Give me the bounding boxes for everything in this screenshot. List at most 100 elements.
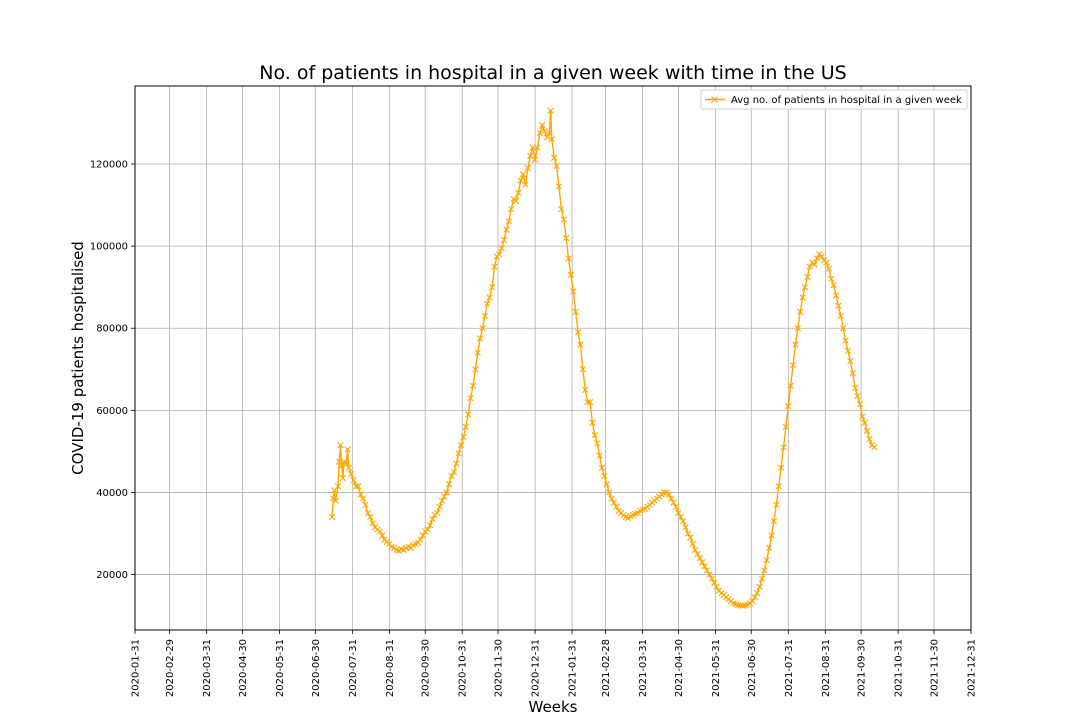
data-point-marker	[570, 288, 577, 295]
x-tick-label: 2021-10-31	[894, 639, 905, 697]
data-point-marker	[792, 341, 799, 348]
data-point-marker	[496, 251, 503, 258]
data-point-marker	[460, 433, 467, 441]
data-point-marker	[677, 513, 684, 521]
x-tick-label: 2021-11-30	[929, 639, 940, 697]
data-point-marker	[708, 575, 716, 582]
data-point-marker	[359, 495, 367, 502]
data-point-marker	[347, 470, 355, 478]
data-point-marker	[508, 205, 515, 213]
x-tick-label: 2020-03-31	[202, 639, 213, 697]
data-point-marker	[424, 526, 431, 533]
x-tick-label: 2020-05-31	[275, 639, 286, 697]
data-point-marker	[503, 226, 510, 233]
data-point-marker	[577, 341, 584, 348]
data-point-marker	[701, 563, 708, 570]
data-point-marker	[438, 497, 446, 504]
data-point-marker	[519, 171, 527, 178]
data-point-marker	[660, 489, 668, 496]
data-point-marker	[357, 491, 364, 498]
data-point-marker	[787, 382, 794, 389]
data-point-marker	[861, 419, 868, 426]
data-point-marker	[840, 325, 847, 332]
data-point-marker	[832, 292, 840, 299]
data-point-marker	[336, 458, 343, 465]
data-point-marker	[586, 398, 594, 406]
y-axis-ticks: 20000 40000 60000 80000 100000 120000	[90, 160, 135, 581]
y-tick-label: 100000	[90, 242, 128, 253]
data-point-marker	[773, 501, 780, 508]
data-point-marker	[842, 337, 849, 344]
data-point-marker	[362, 501, 369, 508]
data-point-marker	[332, 497, 339, 504]
data-point-marker	[696, 554, 704, 562]
data-point-marker	[445, 481, 453, 488]
data-point-marker	[835, 302, 842, 309]
data-point-marker	[596, 452, 603, 459]
data-point-marker	[337, 442, 344, 449]
y-tick-label: 40000	[96, 488, 128, 499]
x-tick-label: 2020-01-31	[131, 639, 142, 697]
data-point-marker	[818, 253, 825, 260]
data-point-marker	[474, 349, 481, 357]
x-tick-label: 2021-06-30	[747, 639, 758, 697]
data-point-marker	[551, 154, 558, 162]
data-point-marker	[682, 524, 689, 531]
data-point-marker	[529, 144, 536, 151]
data-point-marker	[565, 255, 572, 262]
data-point-marker	[367, 513, 374, 521]
data-point-marker	[789, 361, 797, 369]
data-point-marker	[450, 468, 458, 476]
data-point-marker	[376, 528, 384, 535]
data-point-marker	[547, 107, 554, 114]
legend-label: Avg no. of patients in hospital in a giv…	[731, 95, 962, 106]
x-axis-label: Weeks	[529, 698, 578, 716]
y-tick-label: 80000	[96, 324, 128, 335]
data-point-marker	[328, 513, 336, 521]
data-point-marker	[854, 392, 861, 400]
chart-title: No. of patients in hospital in a given w…	[259, 62, 846, 84]
data-point-marker	[844, 347, 852, 355]
data-point-marker	[582, 386, 589, 394]
data-point-marker	[761, 567, 768, 574]
data-point-marker	[825, 265, 833, 272]
data-point-marker	[350, 476, 357, 484]
x-tick-label: 2021-04-30	[674, 639, 685, 697]
data-point-marker	[476, 335, 484, 342]
x-tick-label: 2020-04-30	[238, 639, 249, 697]
data-point-marker	[567, 271, 575, 279]
data-point-marker	[863, 427, 871, 435]
x-tick-label: 2021-01-31	[568, 639, 579, 697]
data-point-marker	[338, 462, 345, 469]
data-point-marker	[775, 483, 782, 490]
data-point-marker	[524, 164, 532, 172]
data-point-marker	[562, 234, 570, 242]
data-point-marker	[777, 464, 785, 472]
data-point-marker	[801, 283, 809, 291]
legend-box	[700, 89, 968, 110]
data-point-marker	[703, 567, 711, 574]
data-point-marker	[749, 598, 756, 605]
data-point-marker	[754, 589, 761, 597]
data-point-marker	[706, 571, 713, 578]
data-point-marker	[699, 559, 706, 566]
data-point-marker	[804, 273, 811, 281]
data-point-marker	[486, 294, 493, 301]
data-point-marker	[847, 357, 854, 365]
data-point-marker	[589, 419, 596, 426]
data-point-marker	[429, 515, 436, 523]
data-point-marker	[601, 472, 608, 480]
data-point-marker	[799, 294, 806, 301]
data-point-marker	[419, 532, 427, 539]
data-point-marker	[797, 308, 804, 316]
data-point-marker	[572, 308, 579, 316]
data-point-marker	[548, 136, 555, 143]
data-point-marker	[830, 281, 837, 289]
data-point-marker	[823, 259, 830, 266]
data-point-marker	[484, 300, 491, 307]
data-point-marker	[448, 472, 455, 480]
data-point-marker	[453, 460, 460, 467]
data-point-marker	[498, 244, 505, 252]
y-axis-label: COVID-19 patients hospitalised	[69, 241, 87, 475]
